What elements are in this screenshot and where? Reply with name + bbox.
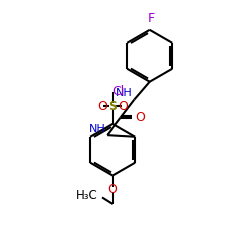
Text: F: F xyxy=(148,12,154,25)
Text: H₃C: H₃C xyxy=(76,189,98,202)
Text: NH: NH xyxy=(116,88,132,98)
Text: S: S xyxy=(108,100,117,113)
Text: O: O xyxy=(118,100,128,113)
Text: O: O xyxy=(97,100,107,113)
Text: Cl: Cl xyxy=(113,85,125,98)
Text: O: O xyxy=(108,183,118,196)
Text: NH: NH xyxy=(88,124,105,134)
Text: O: O xyxy=(136,111,145,124)
